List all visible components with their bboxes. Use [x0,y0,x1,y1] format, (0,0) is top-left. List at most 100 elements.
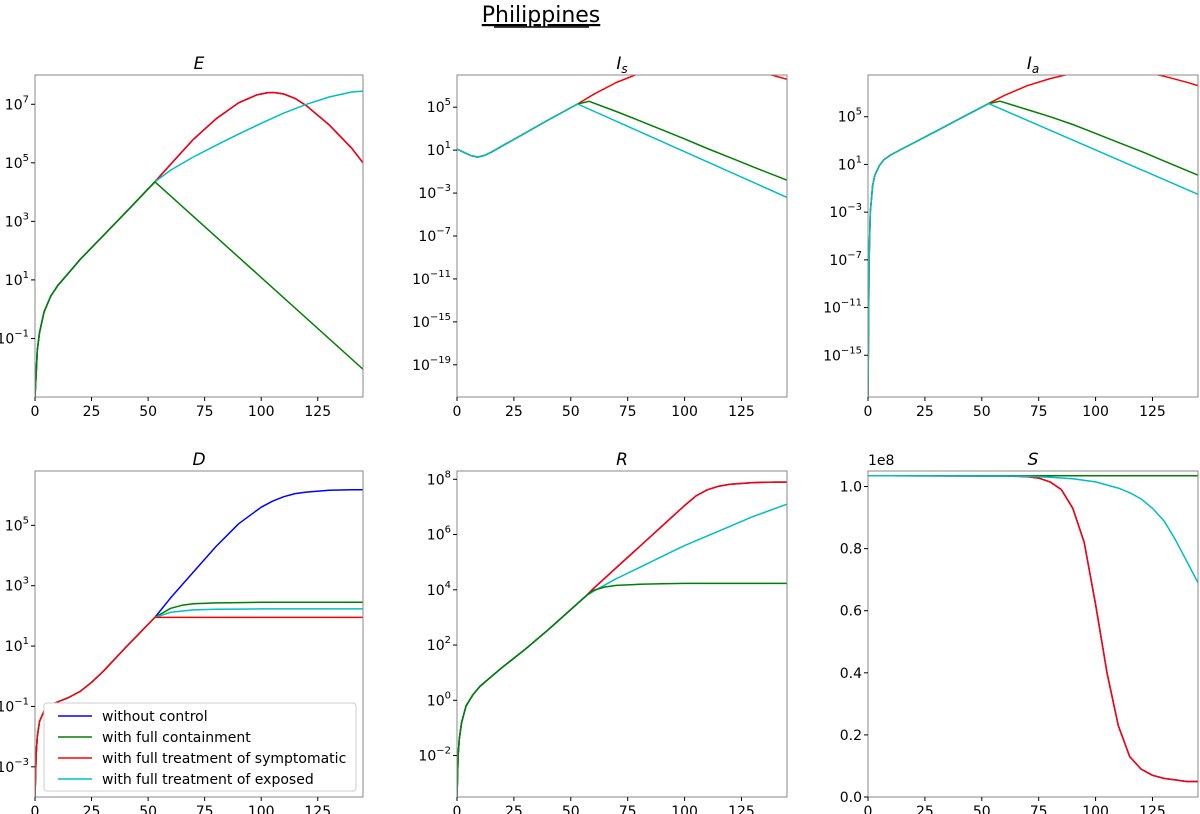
y-tick-exponent-R-0: 0 [445,690,451,701]
x-tick-label-R-50: 50 [562,804,580,814]
x-tick-label-R-25: 25 [505,804,523,814]
y-tick-exponent-Ia--11: −11 [841,298,862,309]
y-tick-exponent-R-2: 2 [445,635,451,646]
y-tick-label-S-3: 0.6 [840,604,862,620]
y-tick-exponent-D-5: 5 [23,515,29,526]
x-tick-label-E-100: 100 [248,404,275,420]
y-tick-exponent-Ia--7: −7 [847,250,862,261]
panel-title-Ia: Ia [1027,54,1039,76]
y-tick-exponent-D--1: −1 [14,696,29,707]
y-tick-label-R--2: 10−2 [418,746,451,765]
y-tick-exponent-R--2: −2 [436,746,451,757]
y-tick-exponent-Is--15: −15 [430,312,451,323]
y-tick-label-Is--3: 10−3 [418,183,451,202]
x-tick-label-D-25: 25 [83,804,101,814]
y-tick-label-D-3: 103 [5,576,29,595]
y-tick-label-S-5: 1.0 [840,480,862,496]
x-tick-label-Ia-25: 25 [916,404,934,420]
y-tick-exponent-R-6: 6 [445,525,451,536]
series-line-Ia-treat-exposed [868,102,1198,397]
legend-label-treat-symptomatic: with full treatment of symptomatic [102,751,346,767]
x-tick-label-D-0: 0 [31,804,40,814]
panel-Is-series [457,75,787,199]
x-tick-label-S-75: 75 [1030,804,1048,814]
y-tick-label-R-2: 102 [427,635,451,654]
panel-E-series [35,90,363,397]
x-tick-label-E-125: 125 [304,404,331,420]
x-tick-label-E-0: 0 [31,404,40,420]
y-tick-exponent-E--1: −1 [14,328,29,339]
y-tick-exponent-D-1: 1 [23,636,29,647]
series-line-S-without-control [868,474,1198,783]
panel-S: 0 25 50 75 100 125 0.0 0.2 0.4 0.6 0.8 1.0 1e8 S [840,450,1199,814]
y-tick-exponent-E-5: 5 [23,153,29,164]
series-line-S-treat-exposed [868,474,1198,584]
y-tick-exponent-E-1: 1 [23,270,29,281]
y-tick-label-D--1: 10−1 [0,696,29,715]
x-tick-label-Ia-50: 50 [973,404,991,420]
x-tick-label-E-75: 75 [196,404,214,420]
x-tick-label-Is-100: 100 [671,404,698,420]
series-line-E-treat-symptomatic [35,91,363,397]
legend-label-treat-exposed: with full treatment of exposed [102,772,314,788]
y-tick-label-Is--11: 10−11 [412,269,451,288]
y-tick-exponent-R-8: 8 [445,469,451,480]
y-tick-exponent-Is--7: −7 [436,226,451,237]
x-tick-label-R-125: 125 [728,804,755,814]
y-tick-label-E-7: 107 [5,94,29,113]
x-tick-label-Is-0: 0 [453,404,462,420]
panel-R-frame [456,470,788,798]
series-line-Is-containment [457,100,787,181]
x-tick-label-E-50: 50 [139,404,157,420]
y-tick-label-Ia--3: 10−3 [829,202,862,221]
y-tick-exponent-D-3: 3 [23,576,29,587]
x-tick-label-Is-25: 25 [505,404,523,420]
y-tick-label-Ia--7: 10−7 [829,250,862,269]
y-tick-label-Is-5: 105 [427,97,451,116]
y-offset-label-S: 1e8 [868,453,894,469]
x-tick-label-Is-125: 125 [728,404,755,420]
series-line-R-containment [457,582,787,797]
y-tick-exponent-Is--11: −11 [430,269,451,280]
y-tick-label-R-0: 100 [427,690,451,709]
series-line-R-without-control [457,481,787,797]
y-tick-exponent-Ia-5: 5 [856,107,862,118]
y-tick-exponent-D--3: −3 [14,757,29,768]
y-tick-label-Ia-1: 101 [838,154,862,173]
panel-Ia: 0 25 50 75 100 125 10−15 10−11 10−7 10−3 101 105 Ia [823,54,1199,420]
panel-R-series [457,481,787,797]
x-tick-label-D-125: 125 [304,804,331,814]
x-tick-label-S-100: 100 [1082,804,1109,814]
series-line-E-containment [35,181,363,397]
x-tick-label-S-50: 50 [973,804,991,814]
y-tick-label-R-8: 108 [427,469,451,488]
series-line-Ia-containment [868,100,1198,397]
x-tick-label-S-0: 0 [864,804,873,814]
panel-title-subscript-Is: s [621,62,627,76]
panel-Ia-series [868,75,1198,397]
y-tick-label-S-4: 0.8 [840,542,862,558]
y-tick-exponent-Is-5: 5 [445,97,451,108]
series-line-R-treat-symptomatic [457,481,787,797]
y-tick-exponent-Ia--3: −3 [847,202,862,213]
y-tick-exponent-E-7: 7 [23,94,29,105]
panel-title-S: S [1028,450,1039,470]
x-tick-label-R-0: 0 [453,804,462,814]
y-tick-label-S-2: 0.4 [840,666,862,682]
y-tick-exponent-Ia--15: −15 [841,345,862,356]
y-tick-label-D--3: 10−3 [0,757,29,776]
panel-S-series [868,474,1198,783]
x-tick-label-R-100: 100 [671,804,698,814]
panel-title-subscript-Ia: a [1032,62,1039,76]
y-tick-label-D-5: 105 [5,515,29,534]
y-tick-exponent-Ia-1: 1 [856,154,862,165]
y-tick-label-R-6: 106 [427,525,451,544]
series-line-E-treat-exposed [35,90,363,397]
y-tick-label-D-1: 101 [5,636,29,655]
legend: without control with full containment wi… [43,702,357,792]
panel-title-E: E [194,54,205,74]
y-tick-label-E-1: 101 [5,270,29,289]
